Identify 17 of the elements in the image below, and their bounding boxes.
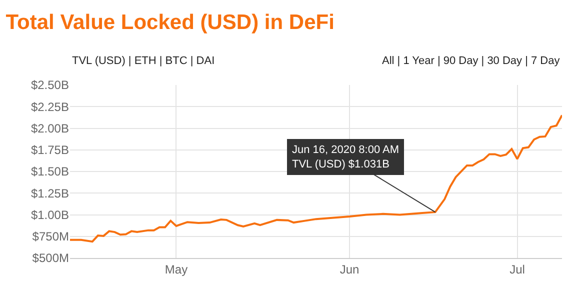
y-tick-label: $1.25B — [30, 186, 69, 200]
text: TVL (USD) | ETH | BTC | DAI — [72, 55, 215, 67]
y-tick-label: $2.00B — [30, 121, 69, 136]
x-tick-label: Jul — [510, 262, 525, 276]
line-series — [70, 114, 562, 243]
x-tick-label: May — [164, 262, 188, 276]
y-tick-label: $1.75B — [30, 143, 69, 158]
y-tick-label: $750M — [32, 230, 69, 244]
y-tick-label: $1.50B — [30, 164, 69, 179]
y-tick-label: $1.00B — [30, 208, 69, 222]
y-tick-label: $2.50B — [30, 78, 69, 92]
chart-title: Total Value Locked (USD) in DeFi — [6, 11, 334, 34]
annotation: Jun 16, 2020 8:00 AM TVL (USD) $1.031B — [292, 144, 400, 170]
y-tick-label: $500M — [32, 251, 69, 266]
x-tick-label: Jun — [340, 262, 360, 276]
y-tick-label: $2.25B — [30, 100, 69, 114]
text: All | 1 Year | 90 Day | 30 Day | 7 Day — [382, 55, 560, 67]
